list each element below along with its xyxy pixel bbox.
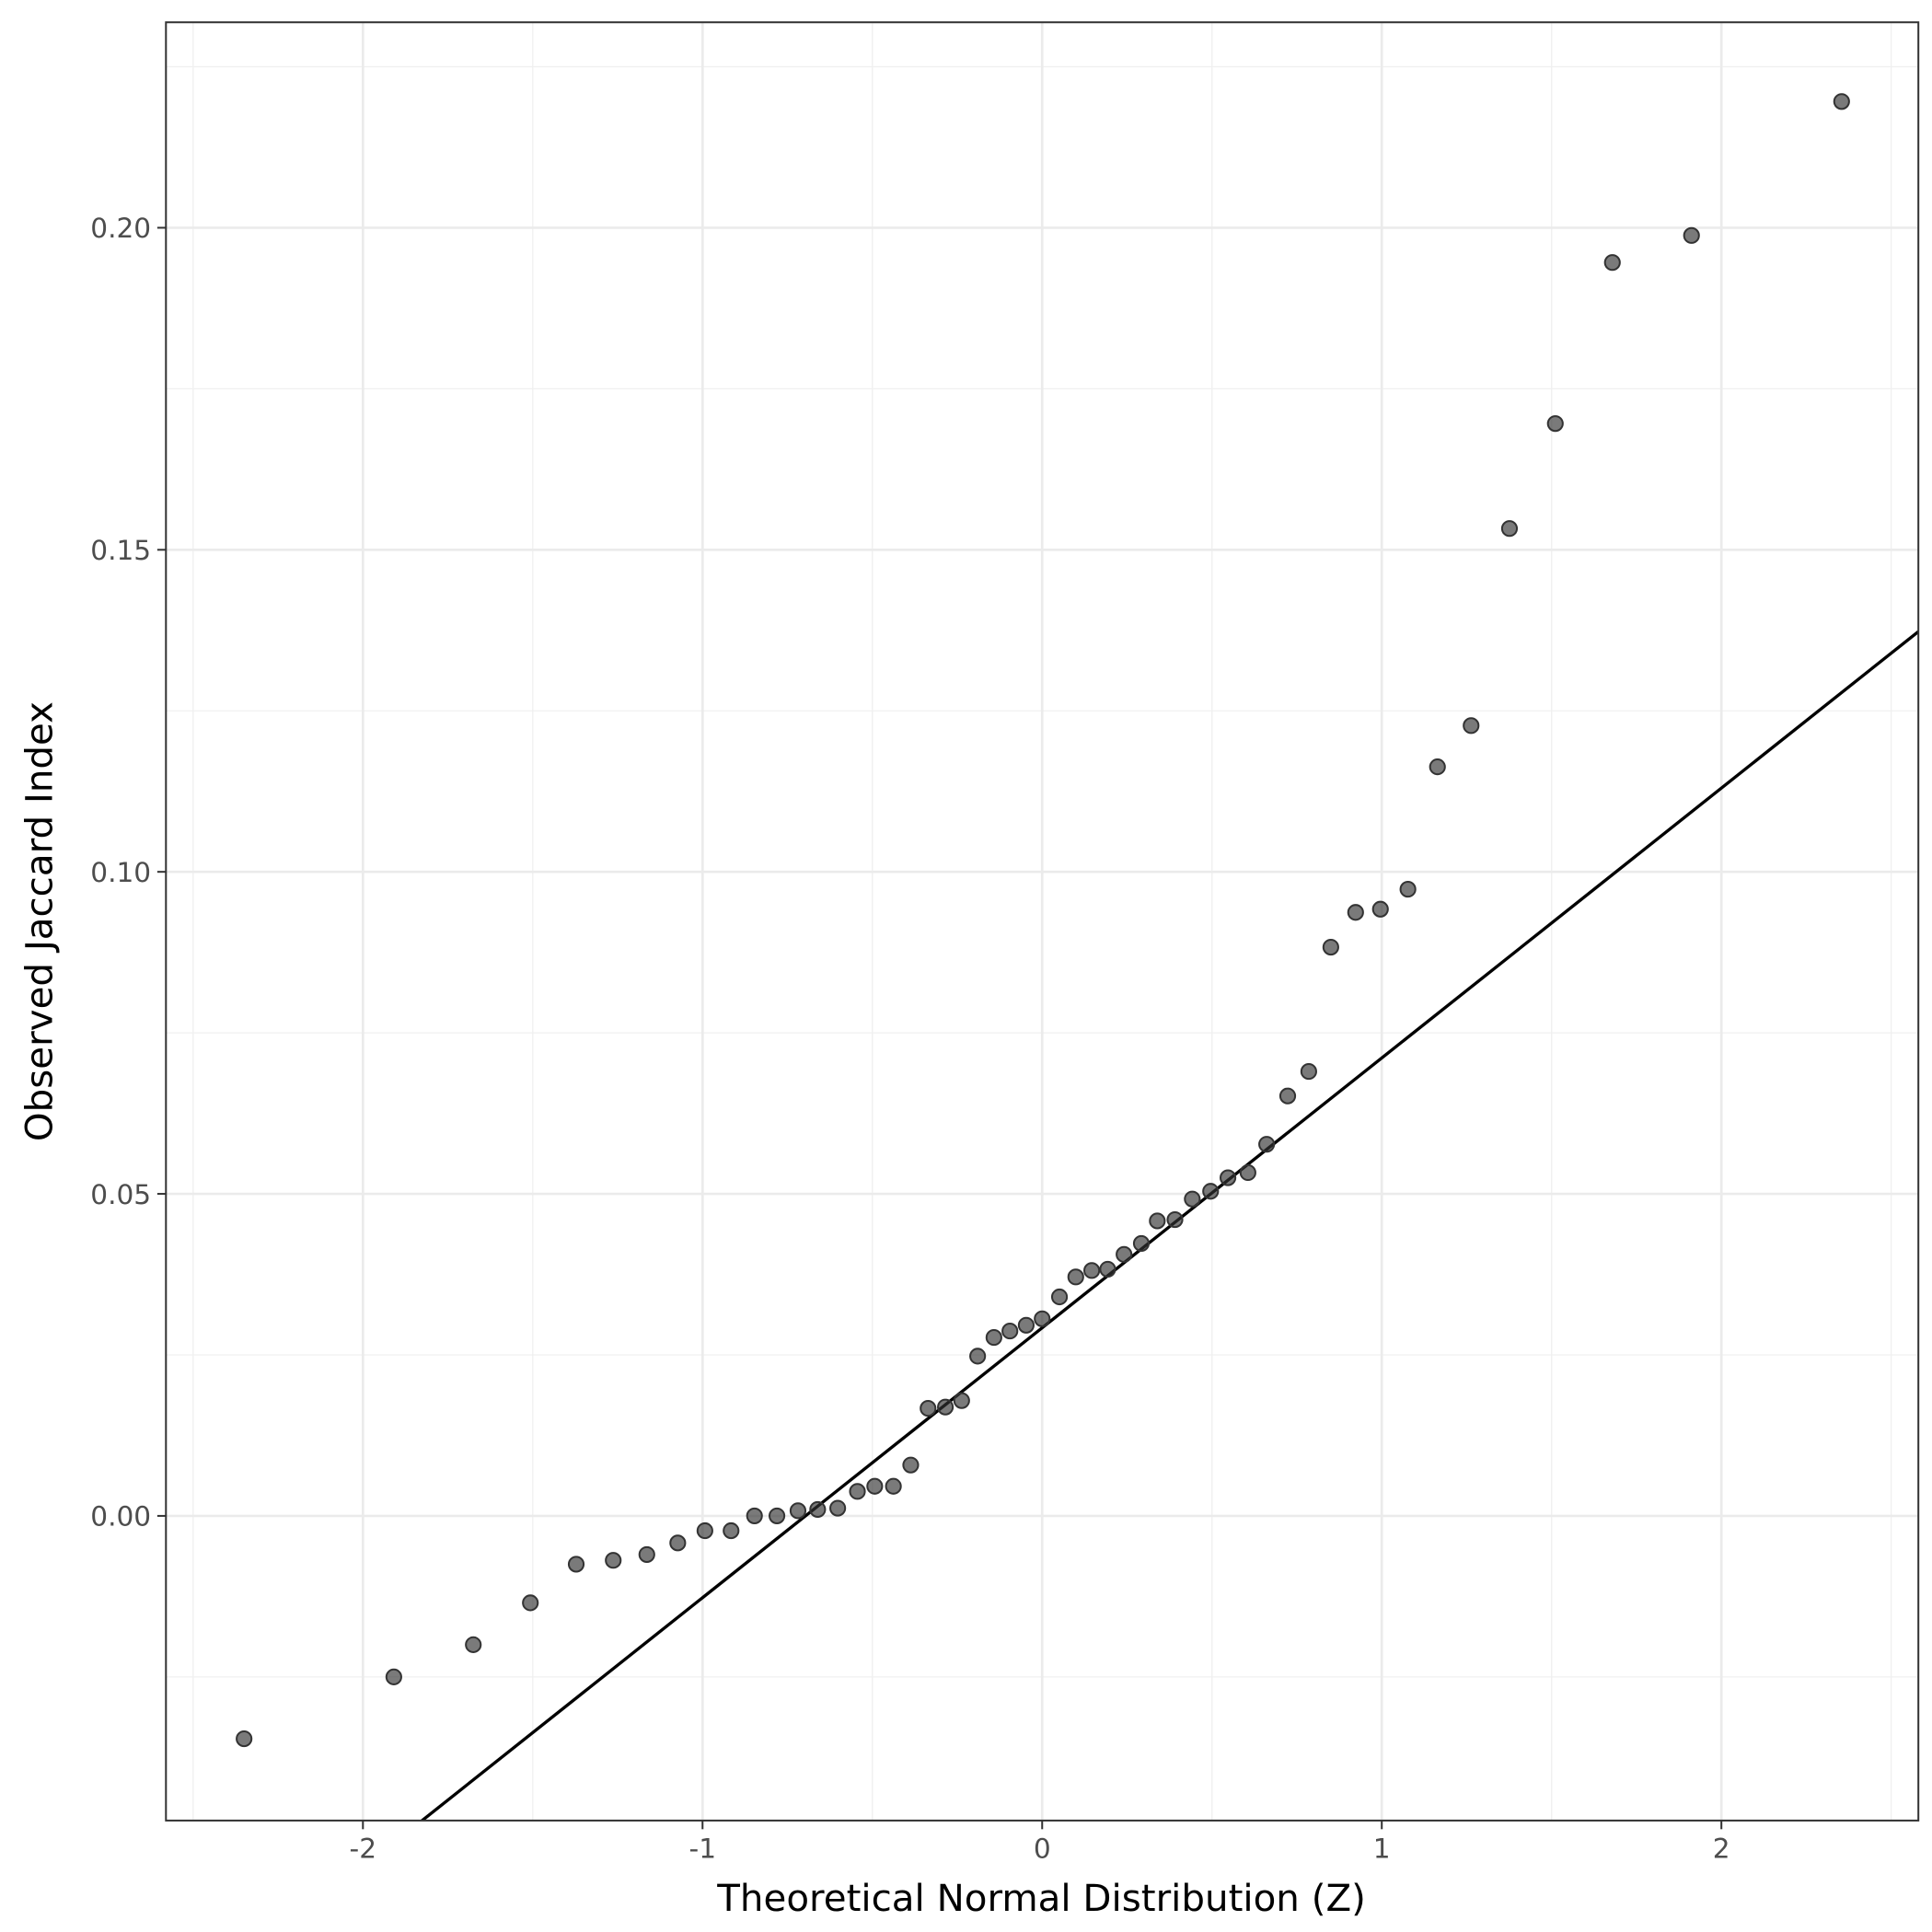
point <box>567 1556 585 1573</box>
point <box>1371 900 1389 918</box>
point <box>885 1477 902 1495</box>
point <box>1300 1063 1317 1081</box>
point <box>953 1392 970 1409</box>
point <box>1050 1288 1069 1306</box>
point <box>1500 520 1519 538</box>
point <box>465 1636 482 1653</box>
point <box>236 1730 253 1748</box>
point <box>1239 1163 1256 1182</box>
y-axis-title: Observed Jaccard Index <box>18 701 62 1141</box>
y-tick-label: 0.20 <box>90 213 151 244</box>
point <box>638 1545 655 1563</box>
point <box>696 1521 713 1540</box>
point <box>1399 880 1417 898</box>
point <box>1347 904 1364 921</box>
point <box>1202 1183 1220 1200</box>
point <box>768 1507 786 1525</box>
point <box>902 1456 920 1474</box>
point <box>1116 1245 1133 1263</box>
point <box>1278 1087 1297 1105</box>
x-tick-label: -2 <box>350 1833 377 1864</box>
y-tick-label: 0.05 <box>90 1179 151 1210</box>
point <box>1017 1316 1035 1334</box>
point <box>829 1499 847 1517</box>
point <box>1683 226 1700 244</box>
point <box>1132 1234 1151 1253</box>
point <box>809 1500 827 1519</box>
point <box>746 1507 763 1525</box>
point <box>1429 758 1446 776</box>
x-tick-label: 0 <box>1034 1833 1051 1864</box>
point <box>1322 938 1339 956</box>
x-tick-label: 1 <box>1373 1833 1391 1864</box>
point <box>1001 1323 1019 1340</box>
point <box>789 1502 807 1520</box>
point <box>1463 717 1480 735</box>
point <box>1166 1210 1184 1229</box>
x-tick-label: 2 <box>1713 1833 1730 1864</box>
x-axis-title: Theoretical Normal Distribution (Z) <box>716 1877 1366 1920</box>
plot-area <box>236 93 1919 1821</box>
point <box>985 1329 1002 1347</box>
point <box>920 1399 937 1417</box>
point <box>937 1398 954 1416</box>
point <box>1258 1136 1276 1153</box>
point <box>1833 93 1850 110</box>
point <box>969 1348 987 1365</box>
point <box>522 1594 539 1612</box>
x-tick-label: -1 <box>689 1833 717 1864</box>
point <box>1083 1262 1101 1279</box>
point <box>1149 1212 1166 1230</box>
y-tick-label: 0.15 <box>90 535 151 566</box>
point <box>1219 1169 1237 1186</box>
point <box>1603 254 1621 272</box>
point <box>669 1534 687 1552</box>
point <box>1034 1310 1051 1327</box>
point <box>1067 1268 1084 1286</box>
point <box>849 1483 866 1500</box>
point <box>605 1552 622 1569</box>
y-tick-label: 0.10 <box>90 857 151 888</box>
reference-line <box>419 630 1919 1821</box>
point <box>385 1668 402 1685</box>
point <box>1546 415 1564 433</box>
point <box>723 1521 740 1540</box>
grid <box>166 22 1919 1821</box>
y-tick-label: 0.00 <box>90 1501 151 1533</box>
point <box>1184 1190 1201 1208</box>
point <box>1099 1260 1116 1278</box>
point <box>866 1477 884 1495</box>
